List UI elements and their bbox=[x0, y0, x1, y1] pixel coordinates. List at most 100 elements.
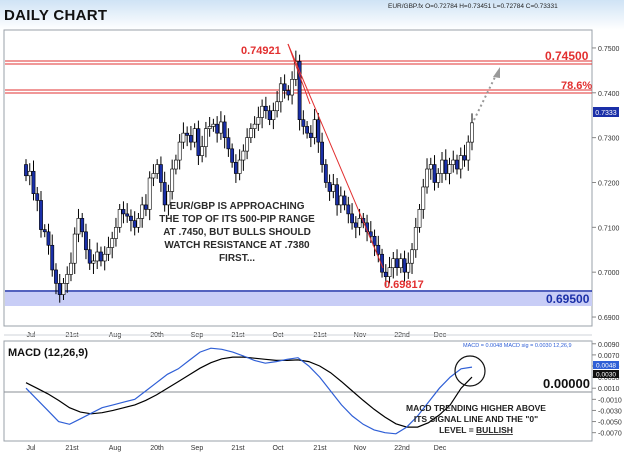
macd-value-tag bbox=[593, 361, 619, 369]
candle-body bbox=[368, 231, 373, 237]
candle bbox=[200, 135, 205, 163]
price-y-tick-label: 0.7300 bbox=[598, 136, 620, 143]
candle bbox=[252, 116, 257, 139]
candle bbox=[222, 115, 227, 149]
candle-body bbox=[432, 164, 437, 183]
candle-body bbox=[308, 132, 313, 138]
candle-body bbox=[440, 159, 444, 174]
macd-x-tick-label: 20th bbox=[150, 445, 164, 452]
candle-body bbox=[218, 121, 223, 134]
candle bbox=[323, 159, 328, 188]
candle bbox=[245, 128, 250, 160]
last-price-tag bbox=[593, 107, 619, 117]
candle bbox=[106, 236, 111, 261]
candle-body bbox=[301, 119, 306, 127]
candle bbox=[248, 123, 253, 144]
candle bbox=[398, 253, 403, 274]
candle-body bbox=[151, 173, 156, 179]
candle-body bbox=[76, 218, 81, 235]
candle bbox=[69, 252, 73, 282]
candle bbox=[203, 121, 208, 158]
candle bbox=[117, 204, 122, 233]
annotation-line-5: FIRST... bbox=[219, 253, 255, 264]
price-y-tick-label: 0.7400 bbox=[598, 91, 620, 98]
annotation-line-3: AT .7450, BUT BULLS SHOULD bbox=[163, 227, 311, 238]
price-y-tick-label: 0.6900 bbox=[598, 315, 620, 322]
price-y-axis: 0.7500 0.7400 0.7300 0.7200 0.7100 0.7000 0.69… bbox=[592, 46, 620, 322]
candle-body bbox=[425, 168, 429, 188]
candle bbox=[391, 252, 396, 279]
candle-body bbox=[312, 119, 317, 138]
candle-body bbox=[192, 128, 197, 143]
candle bbox=[462, 144, 467, 167]
candle-body bbox=[458, 155, 463, 170]
candle bbox=[155, 159, 160, 179]
price-y-tick-label: 0.7000 bbox=[598, 270, 620, 277]
candle bbox=[436, 168, 441, 188]
candle bbox=[335, 178, 339, 216]
candle bbox=[211, 118, 216, 132]
candle-body bbox=[147, 177, 152, 210]
macd-x-tick-label: 21st bbox=[65, 445, 78, 452]
candlestick-series bbox=[24, 50, 474, 303]
macd-y-tick-label: -0.0070 bbox=[598, 431, 622, 438]
candle-body bbox=[357, 218, 362, 228]
candle-body bbox=[106, 247, 111, 255]
macd-title: MACD (12,26,9) bbox=[8, 347, 88, 359]
candle-body bbox=[290, 79, 295, 96]
candle bbox=[308, 125, 313, 148]
candle bbox=[395, 249, 399, 276]
candle bbox=[91, 254, 96, 274]
candle-body bbox=[170, 168, 175, 192]
candle-body bbox=[207, 126, 212, 129]
candle-body bbox=[129, 215, 133, 221]
candle-body bbox=[230, 148, 235, 163]
candle bbox=[455, 154, 459, 175]
candle bbox=[50, 234, 55, 277]
candle-body bbox=[248, 128, 253, 138]
resistance-label: 0.74500 bbox=[545, 49, 589, 63]
macd-x-tick-label: Aug bbox=[109, 445, 122, 452]
candle bbox=[312, 108, 317, 145]
candle bbox=[192, 123, 197, 148]
candle bbox=[286, 85, 291, 101]
candle bbox=[99, 246, 103, 267]
candle bbox=[406, 252, 411, 279]
candle bbox=[24, 159, 28, 182]
candle-body bbox=[455, 159, 459, 170]
candle bbox=[147, 171, 152, 221]
candle-body bbox=[245, 137, 250, 152]
candle bbox=[80, 212, 85, 238]
candle bbox=[159, 156, 163, 192]
candle bbox=[417, 204, 422, 233]
candle bbox=[121, 201, 126, 224]
candle-body bbox=[462, 155, 467, 161]
macd-x-axis: Jul 21st Aug 20th Sep 21st Oct 21st Nov 22nd Dec bbox=[27, 445, 447, 452]
trendline bbox=[287, 43, 384, 269]
candle-body bbox=[215, 123, 220, 134]
candle bbox=[136, 212, 141, 233]
candle bbox=[27, 163, 32, 186]
candle-body bbox=[200, 146, 205, 156]
trendline-short bbox=[287, 43, 311, 105]
candle bbox=[447, 157, 452, 185]
candle-body bbox=[27, 170, 32, 177]
candle-body bbox=[342, 195, 347, 206]
macd-x-tick-label: Sep bbox=[191, 445, 204, 452]
price-y-tick-label: 0.7200 bbox=[598, 180, 620, 187]
candle-body bbox=[297, 61, 302, 120]
candle bbox=[95, 242, 100, 270]
candle-body bbox=[410, 249, 414, 264]
candle bbox=[177, 134, 182, 170]
candle bbox=[443, 149, 448, 181]
candle bbox=[170, 159, 175, 200]
candle bbox=[196, 120, 201, 165]
candle bbox=[305, 121, 309, 139]
signal-value-text: 0.0030 bbox=[596, 372, 616, 379]
candle-body bbox=[125, 213, 130, 217]
candle-body bbox=[395, 258, 399, 268]
candle-body bbox=[46, 231, 51, 246]
candle bbox=[425, 158, 429, 194]
fib-label: 78.6% bbox=[561, 80, 592, 92]
candle-body bbox=[57, 283, 62, 295]
